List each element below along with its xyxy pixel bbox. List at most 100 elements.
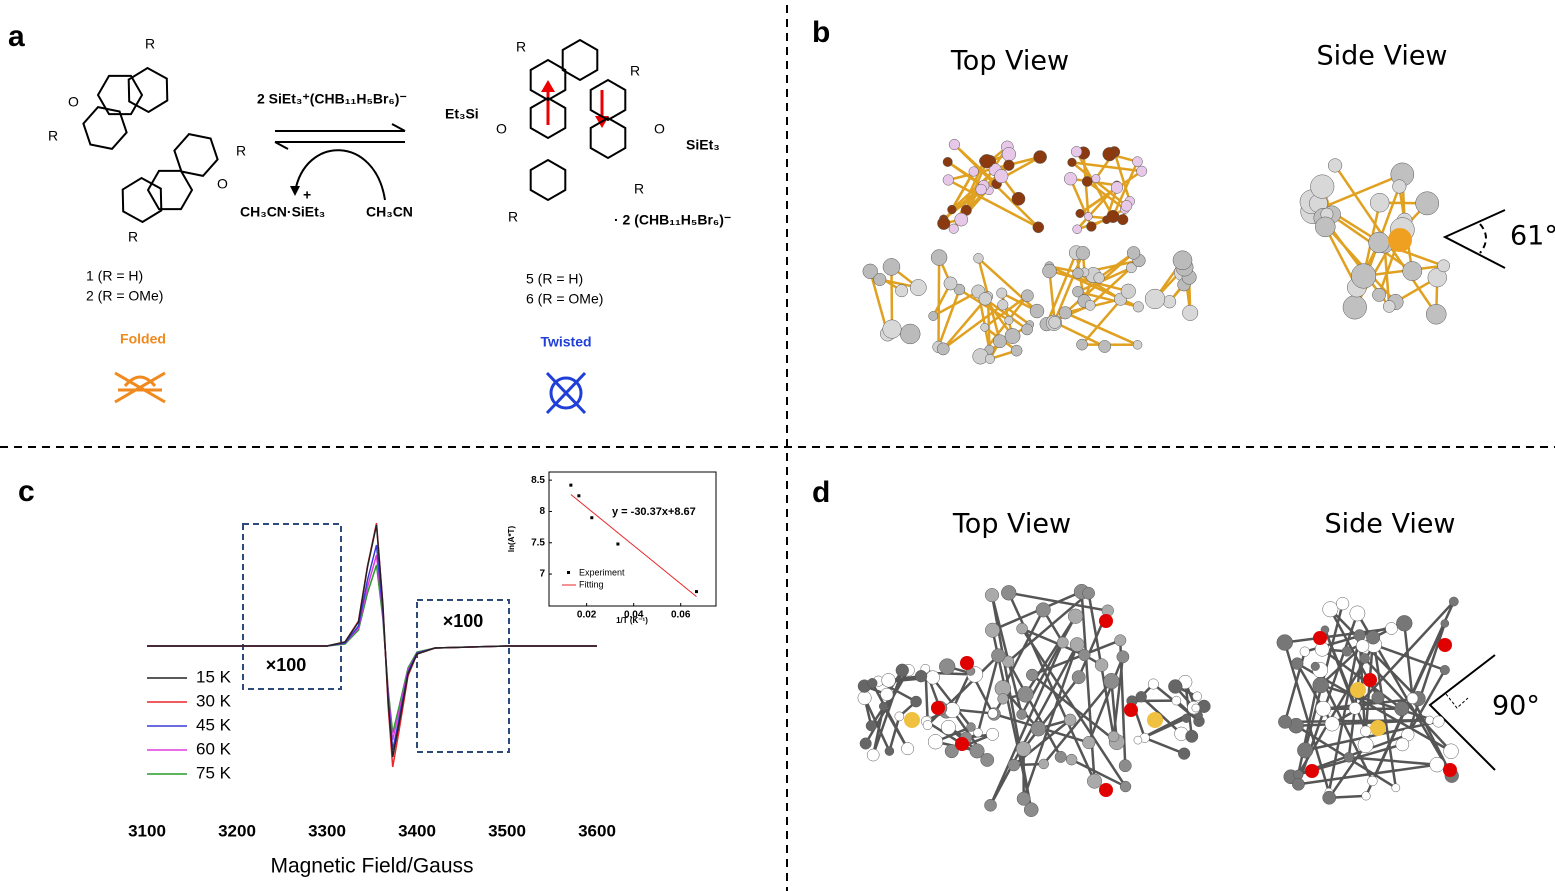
charge: + [303, 187, 311, 203]
atom-sphere [1082, 735, 1096, 750]
atom-sphere [910, 695, 922, 708]
atom-sphere [1443, 743, 1459, 759]
atom-sphere [1171, 695, 1182, 706]
inset-point [694, 590, 698, 594]
atom-sphere [1427, 268, 1447, 288]
zoom-box [242, 523, 342, 690]
atom-sphere [1007, 758, 1021, 772]
compound-label: 6 (R = OMe) [526, 291, 603, 307]
legend-label: 15 K [196, 667, 232, 686]
atom-sphere [1110, 181, 1124, 194]
inset-frame [548, 471, 717, 607]
silicon-atom [1147, 712, 1163, 728]
inset-y-tick-label: 7 [539, 569, 545, 580]
x-tick-label: 3300 [308, 821, 346, 840]
atom-sphere [1004, 328, 1021, 344]
x-tick-label: 3500 [488, 821, 526, 840]
atom-sphere [1081, 176, 1093, 187]
bond-stick [1348, 756, 1438, 766]
atom-sphere [1133, 735, 1143, 745]
atom-sphere [1058, 306, 1072, 320]
atom-sphere [1178, 747, 1191, 760]
bond-stick [942, 170, 975, 224]
inset-legend-label: Fitting [579, 579, 604, 589]
bond-stick [1304, 720, 1439, 752]
atom-sphere [1406, 692, 1419, 705]
atom-sphere [1030, 720, 1047, 737]
compound-label: 2 (R = OMe) [86, 288, 163, 304]
atom-sphere [1162, 295, 1177, 309]
bond-stick [976, 655, 1000, 733]
atom-sphere [1343, 752, 1355, 763]
oxygen-atom [960, 656, 974, 670]
atom-sphere [1103, 673, 1120, 690]
atom-sphere [940, 719, 956, 735]
atom-sphere [1182, 304, 1199, 321]
angle-label: 61° [1510, 221, 1555, 252]
atom: R [128, 229, 138, 245]
atom-sphere [984, 353, 995, 364]
atom-sphere [882, 258, 901, 276]
bond-stick [1080, 591, 1096, 782]
arrow [391, 123, 406, 132]
atom-sphere [1361, 791, 1371, 801]
inset-point [569, 483, 573, 487]
oxygen-atom [1099, 614, 1113, 628]
atom-sphere [865, 720, 877, 732]
inset-legend-swatch [567, 571, 570, 574]
atom: R [236, 143, 246, 159]
atom-sphere [1126, 246, 1141, 260]
atom-sphere [1004, 315, 1014, 325]
atom-sphere [1437, 259, 1450, 273]
atom-sphere [1001, 147, 1017, 162]
atom-sphere [1348, 702, 1362, 715]
atom-sphere [1072, 224, 1082, 234]
atom-sphere [978, 292, 992, 306]
atom-sphere [1038, 758, 1049, 770]
atom-sphere [987, 708, 998, 719]
bond-stick [937, 257, 941, 347]
atom-sphere [1439, 664, 1450, 676]
atom-sphere [1278, 714, 1292, 729]
bond-stick [1327, 635, 1361, 793]
panel-label: d [812, 476, 830, 509]
atom: R [508, 209, 518, 225]
oxygen-atom [1124, 703, 1138, 717]
atom-sphere [1353, 629, 1366, 642]
spectrum-line [147, 554, 597, 741]
atom-sphere [1310, 661, 1320, 671]
atom-sphere [1395, 737, 1410, 752]
atom-sphere [927, 734, 944, 750]
atom-sphere [1368, 231, 1390, 254]
atom-sphere [1391, 783, 1401, 793]
atom-sphere [994, 169, 1009, 184]
oxygen-atom [1363, 673, 1377, 687]
equation: y = -30.37x+8.67 [612, 506, 696, 518]
atom-sphere [1015, 741, 1032, 757]
atom-sphere [1078, 649, 1091, 662]
bond-stick [1077, 272, 1122, 301]
atom-sphere [1120, 283, 1136, 299]
atom-sphere [1370, 193, 1390, 213]
bond-stick [937, 289, 961, 348]
atom-sphere [1119, 780, 1132, 793]
atom-sphere [948, 138, 960, 151]
atom-sphere [1310, 174, 1335, 199]
atom-sphere [1016, 791, 1031, 806]
atom-sphere [1371, 691, 1385, 705]
atom-sphere [1392, 179, 1407, 194]
ring [529, 58, 567, 102]
atom-sphere [1192, 691, 1202, 702]
bond-stick [1323, 697, 1419, 710]
inset-y-tick-label: 8 [539, 506, 545, 517]
atom-sphere [1315, 700, 1332, 717]
inset-x-tick-label: 0.06 [671, 610, 691, 621]
bond-stick [1064, 311, 1139, 346]
silicon-atom [1350, 682, 1366, 698]
atom-sphere [1396, 615, 1413, 632]
silicon-atom [904, 712, 920, 728]
inset-y-tick-label: 8.5 [531, 475, 545, 486]
atom-sphere [1382, 300, 1396, 313]
x-tick-label: 3600 [578, 821, 616, 840]
